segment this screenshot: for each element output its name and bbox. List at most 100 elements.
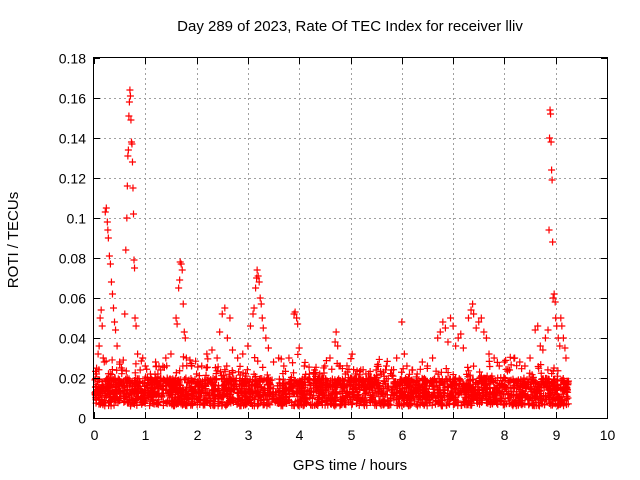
y-tick-label: 0.06 [59,291,86,307]
data-point [312,381,320,389]
data-point [342,389,350,397]
data-point [432,398,440,406]
data-point [274,397,282,405]
data-point [338,393,346,401]
data-point [146,402,154,410]
data-point [534,386,542,394]
data-point [502,356,510,364]
data-point [507,361,515,369]
data-point [333,380,341,388]
x-tick-label: 6 [399,427,407,443]
data-point [271,398,279,406]
data-point [108,371,116,379]
data-point [104,234,112,242]
data-point [429,385,437,393]
data-point [246,322,254,330]
data-point [95,366,103,374]
data-point [204,355,212,363]
data-point [336,388,344,396]
y-tick-label: 0.16 [59,91,86,107]
data-point [116,395,124,403]
data-point [382,366,390,374]
data-point [256,294,264,302]
data-point [180,328,188,336]
data-point [326,377,334,385]
data-point [105,252,113,260]
data-point [504,365,512,373]
data-point [319,392,327,400]
data-point [254,357,262,365]
data-point [441,324,449,332]
data-point [379,380,387,388]
data-point [301,381,309,389]
data-point [425,392,433,400]
data-point [378,398,386,406]
data-point [392,395,400,403]
data-point [233,400,241,408]
data-point [288,384,296,392]
data-point [530,400,538,408]
data-point [549,393,557,401]
data-point [416,365,424,373]
data-point [189,377,197,385]
data-point [251,354,259,362]
data-point [124,152,132,160]
data-point [493,358,501,366]
data-point [518,365,526,373]
data-point [355,401,363,409]
data-point [435,396,443,404]
ticks: 0 1 2 3 4 5 6 7 8 9 10 0 0.02 0.04 0.06 0.08 0.1 0.12 0.14… [59,51,616,444]
data-point [263,396,271,404]
data-point [102,204,110,212]
data-point [338,365,346,373]
data-point [175,284,183,292]
data-point [331,376,339,384]
data-point [452,386,460,394]
data-point [124,146,132,154]
data-point [333,359,341,367]
data-point [529,379,537,387]
data-point [513,362,521,370]
data-point [550,290,558,298]
data-point [531,326,539,334]
data-point [405,374,413,382]
data-point [555,384,563,392]
data-point [327,400,335,408]
data-point [445,396,453,404]
x-axis-label: GPS time / hours [293,457,407,474]
data-point [305,375,313,383]
data-point [126,92,134,100]
data-point [112,326,120,334]
data-point [183,383,191,391]
data-point [299,402,307,410]
data-point [554,395,562,403]
data-point [537,369,545,377]
data-point [398,368,406,376]
data-point [95,342,103,350]
data-point [501,395,509,403]
data-point [549,294,557,302]
data-point [197,383,205,391]
data-point [444,338,452,346]
data-point [259,324,267,332]
data-point [132,322,140,330]
data-point [506,353,514,361]
data-point [413,370,421,378]
data-point [314,402,322,410]
data-point [312,372,320,380]
data-point [158,386,166,394]
data-point [359,379,367,387]
data-point [440,393,448,401]
data-point [249,310,257,318]
data-point [96,395,104,403]
data-point [490,354,498,362]
data-point [141,362,149,370]
data-point [108,356,116,364]
data-point [257,397,265,405]
data-point [209,379,217,387]
data-point [181,400,189,408]
data-point [295,380,303,388]
data-point [120,377,128,385]
data-point [550,364,558,372]
data-point [259,363,267,371]
